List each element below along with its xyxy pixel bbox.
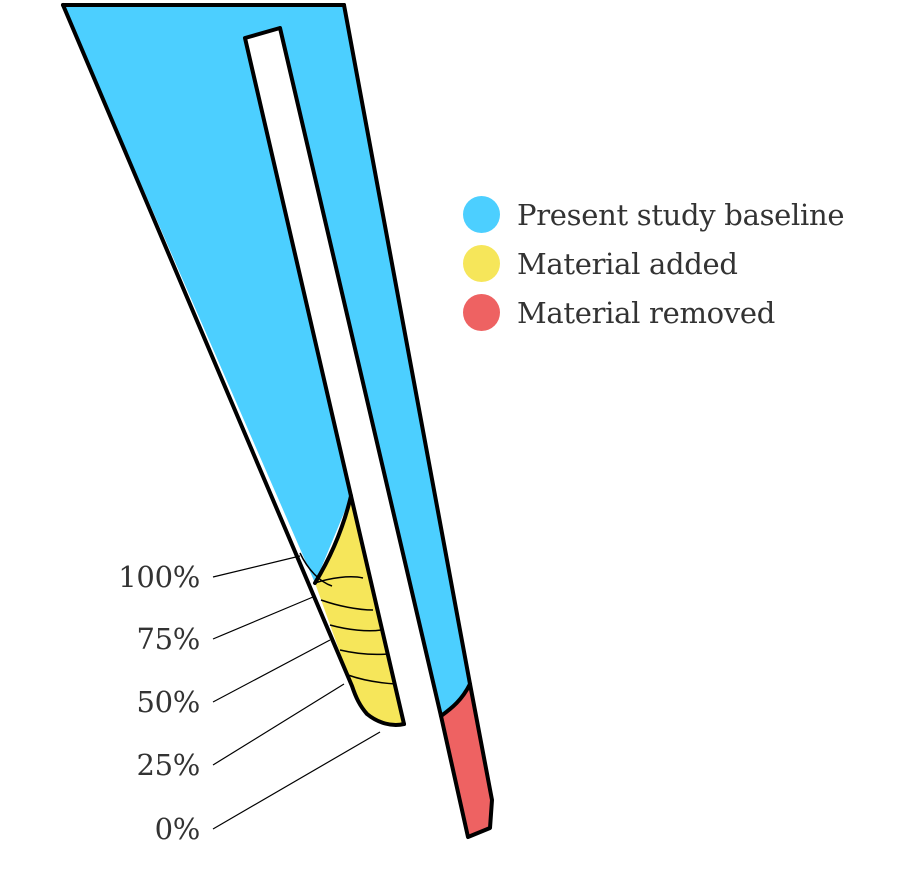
scale-label-25: 25% xyxy=(90,751,200,780)
legend-label-baseline: Present study baseline xyxy=(517,198,844,232)
legend-item-removed: Material removed xyxy=(463,288,844,337)
scale-label-0: 0% xyxy=(90,815,200,844)
leader-line-100 xyxy=(213,556,300,577)
leader-line-75 xyxy=(213,597,313,639)
leader-line-50 xyxy=(213,640,330,702)
scale-label-50: 50% xyxy=(90,688,200,717)
legend-label-added: Material added xyxy=(517,247,738,281)
legend-label-removed: Material removed xyxy=(517,296,775,330)
legend-swatch-baseline xyxy=(463,196,500,233)
legend-swatch-added xyxy=(463,245,500,282)
scale-label-75: 75% xyxy=(90,625,200,654)
legend-item-baseline: Present study baseline xyxy=(463,190,844,239)
leader-line-0 xyxy=(213,732,380,829)
scale-label-100: 100% xyxy=(90,563,200,592)
leader-line-25 xyxy=(213,684,344,765)
legend: Present study baseline Material added Ma… xyxy=(463,190,844,337)
legend-item-added: Material added xyxy=(463,239,844,288)
legend-swatch-removed xyxy=(463,294,500,331)
